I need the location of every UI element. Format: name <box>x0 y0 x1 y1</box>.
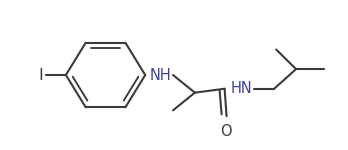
Text: I: I <box>38 68 43 82</box>
Text: O: O <box>220 124 231 139</box>
Text: NH: NH <box>149 68 171 82</box>
Text: HN: HN <box>230 81 252 96</box>
